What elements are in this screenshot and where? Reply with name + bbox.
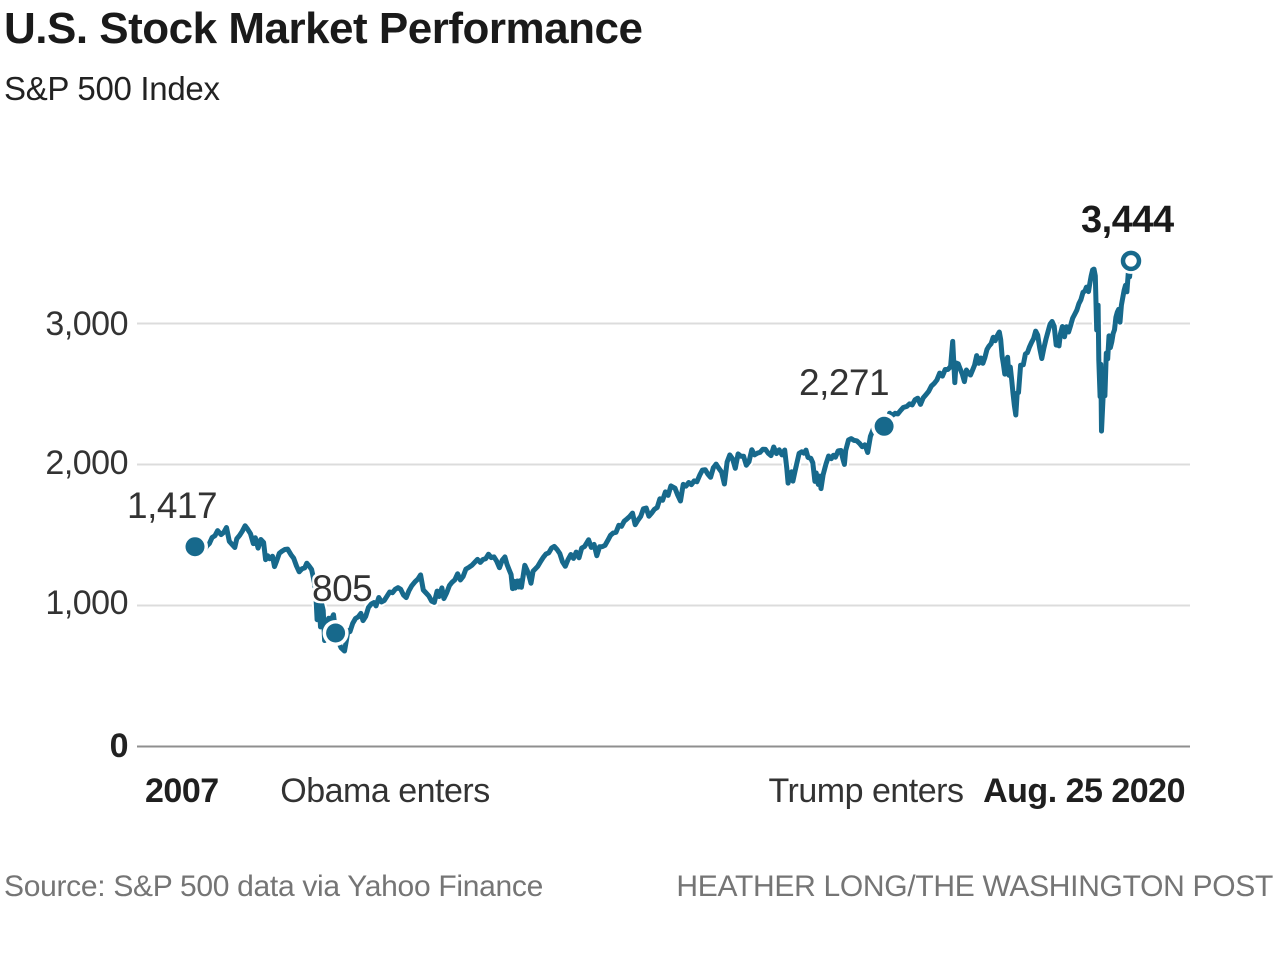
- annotation-obama-value: 805: [312, 568, 373, 609]
- source-credit: Source: S&P 500 data via Yahoo Finance: [4, 870, 543, 903]
- annotation-start-value: 1,417: [127, 485, 218, 526]
- x-axis-label-aug-25-2020: Aug. 25 2020: [983, 772, 1185, 810]
- chart-title: U.S. Stock Market Performance: [4, 4, 643, 53]
- annotation-trump-value: 2,271: [799, 362, 890, 403]
- x-axis-label-2007: 2007: [145, 772, 219, 810]
- x-axis-label-obama-enters: Obama enters: [280, 772, 490, 810]
- y-axis-label-2000: 2,000: [45, 444, 128, 482]
- x-axis-label-trump-enters: Trump enters: [768, 772, 964, 810]
- byline-credit: HEATHER LONG/THE WASHINGTON POST: [676, 870, 1273, 903]
- y-axis-label-3000: 3,000: [45, 305, 128, 343]
- y-axis-label-0: 0: [109, 727, 129, 765]
- annotation-latest-value: 3,444: [1081, 199, 1174, 241]
- y-axis-label-1000: 1,000: [45, 584, 128, 622]
- chart-subtitle: S&P 500 Index: [4, 70, 220, 107]
